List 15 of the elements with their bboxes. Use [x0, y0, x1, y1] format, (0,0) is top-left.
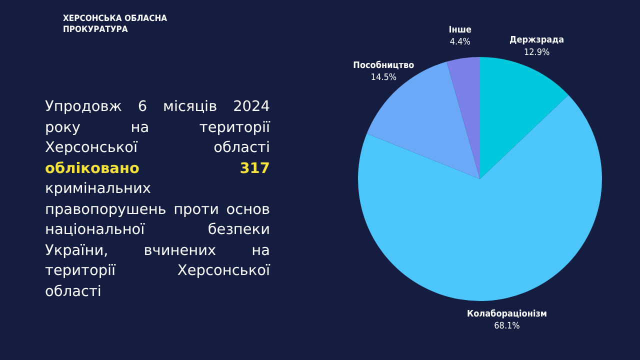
pie-slice	[446, 57, 480, 179]
data-label: 12.9%	[524, 48, 550, 58]
slice-label: Колабораціонізм	[466, 308, 548, 320]
text: обліковано 317	[45, 160, 270, 176]
slice-label: Пособництво	[353, 60, 415, 71]
data-label: 4.4%	[450, 38, 471, 48]
text: кримінальних правопорушень проти основ національної безпеки України, вчинених на території Херсонської області	[45, 181, 270, 300]
text: Упродовж 6 місяців 2024 року на території Херсонської області	[45, 99, 270, 156]
text: ХЕРСОНСЬКА ОБЛАСНА ПРОКУРАТУРА	[63, 14, 168, 36]
slice-label: Інше	[448, 25, 472, 36]
pie-slice	[358, 95, 602, 301]
pie-slice	[480, 57, 568, 179]
slice-label: Держзрада	[510, 36, 564, 46]
data-label: 14.5%	[370, 73, 397, 84]
data-label: 68.1%	[494, 322, 520, 332]
